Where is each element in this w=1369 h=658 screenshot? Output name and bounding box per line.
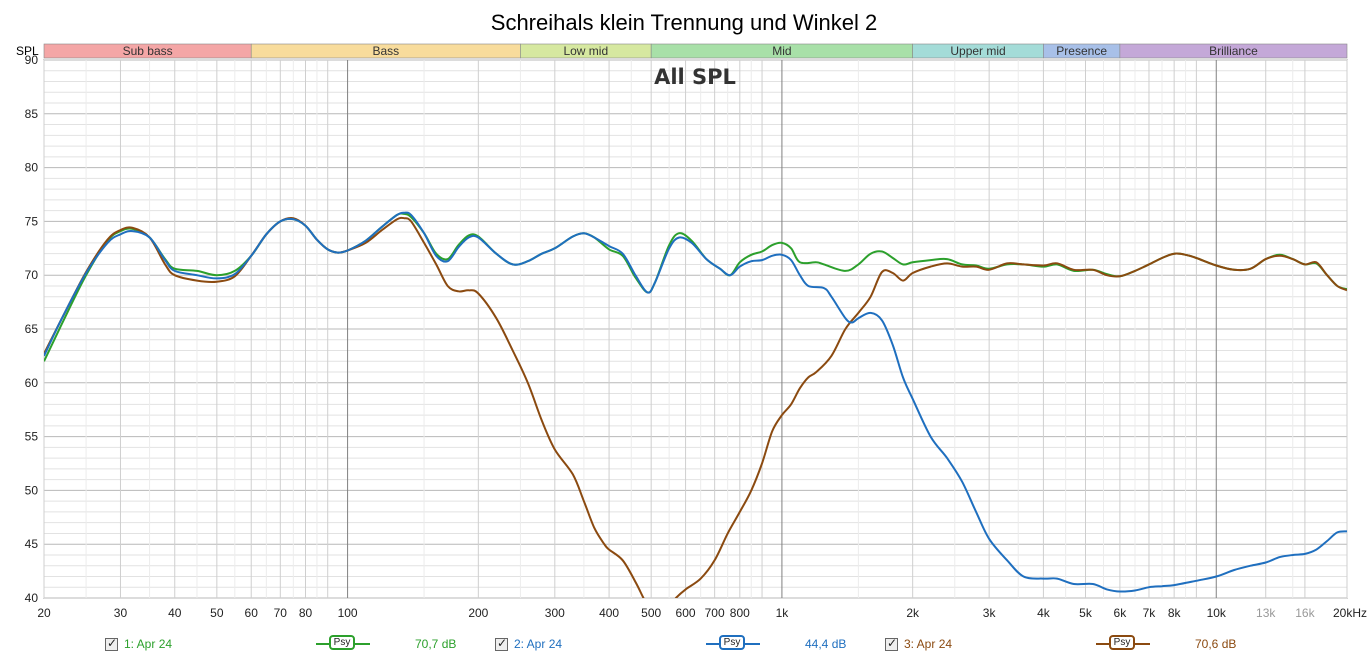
band-label: Brilliance [1209, 44, 1258, 58]
y-tick-label: 85 [25, 107, 39, 121]
x-tick-labels: 20 30 40 50 60 70 80 100 200 300 400 500 600 700 800 1k… [37, 606, 1367, 620]
y-tick-label: 75 [25, 214, 39, 228]
y-tick-label: 90 [25, 53, 39, 67]
frequency-response-chart: Schreihals klein Trennung und Winkel 2 S… [16, 10, 1367, 620]
y-tick-label: 40 [25, 591, 39, 605]
legend-item-1[interactable]: 1: Apr 24 [105, 634, 172, 654]
x-tick-label: 50 [210, 606, 224, 620]
band-brilliance [1119, 43, 1348, 59]
band-label: Mid [772, 44, 791, 58]
y-tick-label: 60 [25, 376, 39, 390]
curves [44, 211, 1347, 598]
chart-title: Schreihals klein Trennung und Winkel 2 [491, 10, 877, 35]
x-tick-label: 700 [705, 606, 725, 620]
x-tick-label: 20kHz [1333, 606, 1367, 620]
legend-label-2: 2: Apr 24 [514, 637, 563, 651]
x-tick-label: 80 [299, 606, 313, 620]
band-label: Bass [372, 44, 399, 58]
x-tick-label: 16k [1295, 606, 1315, 620]
legend-psy-box-2: Psy [719, 635, 745, 650]
band-label: Upper mid [950, 44, 1005, 58]
x-tick-label: 1k [776, 606, 790, 620]
legend: 1: Apr 24 Psy 70,7 dB 2: Apr 24 Psy 44,4… [0, 630, 1369, 658]
x-tick-label: 13k [1256, 606, 1276, 620]
x-tick-label: 60 [245, 606, 259, 620]
x-tick-label: 800 [730, 606, 750, 620]
legend-value-1: 70,7 dB [415, 637, 457, 651]
band-label: Low mid [563, 44, 608, 58]
band-label: Sub bass [123, 44, 173, 58]
legend-value-3: 70,6 dB [1195, 637, 1237, 651]
x-tick-label: 500 [641, 606, 661, 620]
x-tick-label: 300 [545, 606, 565, 620]
y-tick-label: 65 [25, 322, 39, 336]
x-tick-label: 70 [274, 606, 288, 620]
x-tick-label: 40 [168, 606, 182, 620]
x-tick-label: 600 [676, 606, 696, 620]
legend-checkbox-3[interactable] [885, 636, 898, 651]
x-tick-label: 4k [1037, 606, 1051, 620]
y-axis-name: SPL [16, 44, 39, 58]
legend-label-1: 1: Apr 24 [124, 637, 173, 651]
x-tick-label: 20 [37, 606, 51, 620]
plot-overlay-title: All SPL [654, 65, 736, 89]
x-tick-label: 30 [114, 606, 128, 620]
legend-psy-3[interactable]: Psy [1096, 635, 1150, 653]
y-tick-label: 45 [25, 537, 39, 551]
legend-psy-box-1: Psy [329, 635, 355, 650]
legend-checkbox-2[interactable] [495, 636, 508, 651]
x-tick-label: 8k [1168, 606, 1182, 620]
legend-psy-box-3: Psy [1109, 635, 1135, 650]
x-tick-label: 7k [1143, 606, 1157, 620]
x-tick-label: 3k [983, 606, 997, 620]
x-tick-label: 200 [468, 606, 488, 620]
x-tick-label: 6k [1114, 606, 1128, 620]
legend-item-2[interactable]: 2: Apr 24 [495, 634, 562, 654]
legend-label-3: 3: Apr 24 [904, 637, 953, 651]
y-tick-label: 55 [25, 430, 39, 444]
y-tick-label: 80 [25, 161, 39, 175]
x-tick-label: 400 [599, 606, 619, 620]
legend-psy-2[interactable]: Psy [706, 635, 760, 653]
legend-value-2: 44,4 dB [805, 637, 847, 651]
x-tick-label: 100 [338, 606, 358, 620]
y-tick-label: 70 [25, 268, 39, 282]
series-line-2 [44, 211, 1347, 593]
x-tick-label: 5k [1079, 606, 1093, 620]
x-tick-label: 2k [906, 606, 920, 620]
legend-psy-1[interactable]: Psy [316, 635, 370, 653]
legend-item-3[interactable]: 3: Apr 24 [885, 634, 952, 654]
frequency-bands: Sub bass Bass Low mid Mid Upper mid Presence B… [43, 43, 1348, 59]
y-tick-label: 50 [25, 483, 39, 497]
legend-checkbox-1[interactable] [105, 636, 118, 651]
y-tick-labels: 90 85 80 75 70 65 60 55 50 45 40 [25, 53, 39, 605]
x-tick-label: 10k [1207, 606, 1227, 620]
band-label: Presence [1056, 44, 1107, 58]
